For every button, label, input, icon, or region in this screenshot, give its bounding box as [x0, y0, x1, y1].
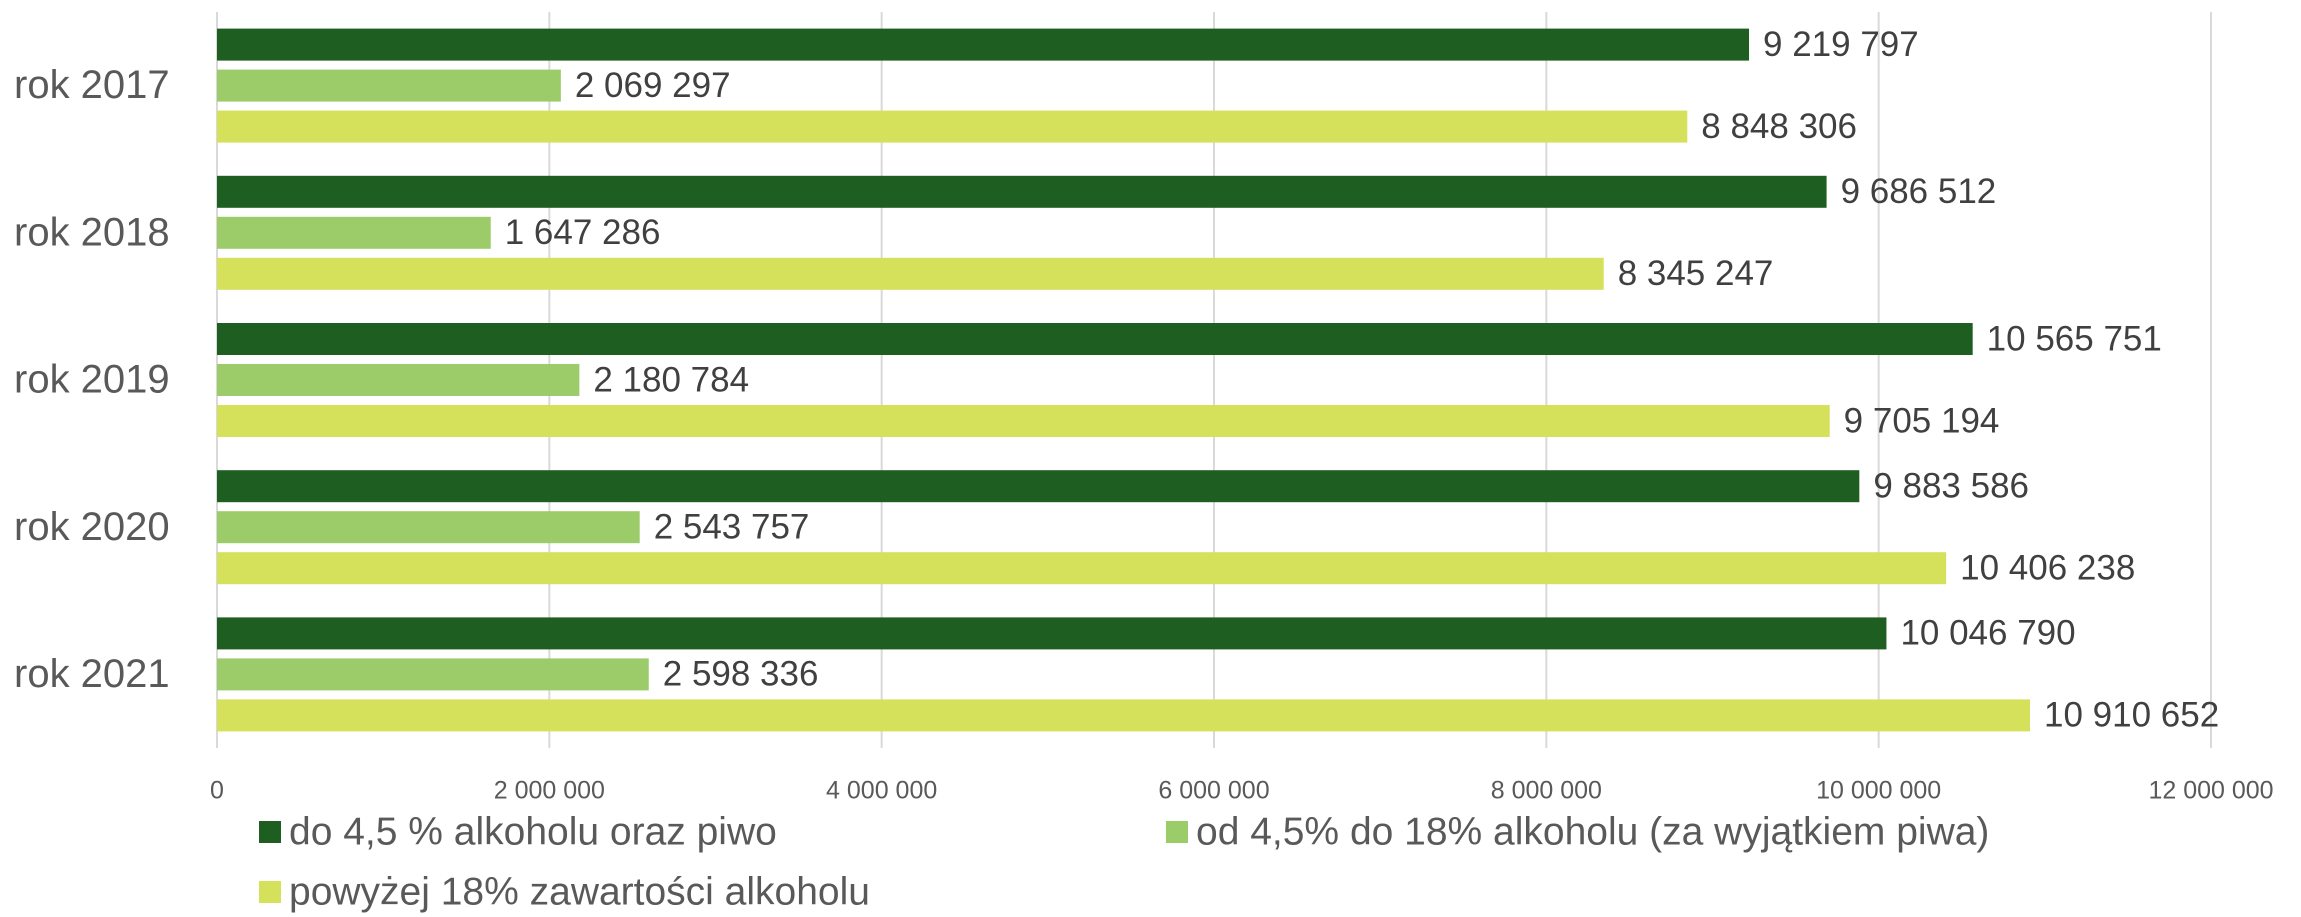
value-label: 10 046 790: [1900, 614, 2075, 653]
legend-label: powyżej 18% zawartości alkoholu: [289, 870, 870, 913]
value-label: 2 180 784: [593, 360, 749, 399]
bar: [217, 470, 1860, 503]
x-tick-label: 4 000 000: [826, 777, 937, 805]
bar: [217, 216, 491, 249]
legend-label: do 4,5 % alkoholu oraz piwo: [289, 810, 777, 853]
x-tick-label: 6 000 000: [1158, 777, 1269, 805]
bar: [217, 699, 2030, 732]
legend-swatch: [1166, 821, 1188, 843]
legend-label: od 4,5% do 18% alkoholu (za wyjątkiem pi…: [1196, 810, 1989, 853]
bar: [217, 658, 649, 691]
value-label: 9 686 512: [1841, 172, 1997, 211]
value-label: 2 069 297: [575, 66, 731, 105]
bar: [217, 511, 640, 544]
value-label: 10 565 751: [1987, 319, 2162, 358]
value-label: 2 543 757: [654, 507, 810, 546]
legend-swatch: [259, 821, 281, 843]
legend-swatch: [259, 881, 281, 903]
bar: [217, 257, 1604, 290]
value-label: 8 848 306: [1701, 107, 1857, 146]
bar: [217, 69, 561, 102]
value-label: 9 219 797: [1763, 25, 1919, 64]
bar: [217, 364, 580, 396]
x-tick-label: 2 000 000: [494, 777, 605, 805]
category-label: rok 2020: [14, 505, 170, 549]
category-label: rok 2019: [14, 358, 170, 402]
value-label: 9 705 194: [1844, 401, 2000, 440]
bar: [217, 552, 1947, 585]
bar: [217, 28, 1750, 61]
category-label: rok 2018: [14, 210, 170, 254]
value-label: 9 883 586: [1873, 466, 2029, 505]
x-tick-label: 12 000 000: [2148, 777, 2273, 805]
bar: [217, 323, 1973, 355]
value-label: 2 598 336: [663, 655, 819, 694]
x-tick-label: 10 000 000: [1816, 777, 1941, 805]
value-label: 8 345 247: [1618, 254, 1774, 293]
x-tick-label: 8 000 000: [1491, 777, 1602, 805]
category-label: rok 2021: [14, 652, 170, 696]
bar: [217, 110, 1688, 143]
bar: [217, 617, 1887, 650]
bar: [217, 405, 1830, 437]
category-label: rok 2017: [14, 63, 170, 107]
value-label: 1 647 286: [505, 213, 661, 252]
bar: [217, 175, 1827, 208]
x-tick-label: 0: [210, 777, 224, 805]
value-label: 10 406 238: [1960, 548, 2135, 587]
value-label: 10 910 652: [2044, 696, 2219, 735]
